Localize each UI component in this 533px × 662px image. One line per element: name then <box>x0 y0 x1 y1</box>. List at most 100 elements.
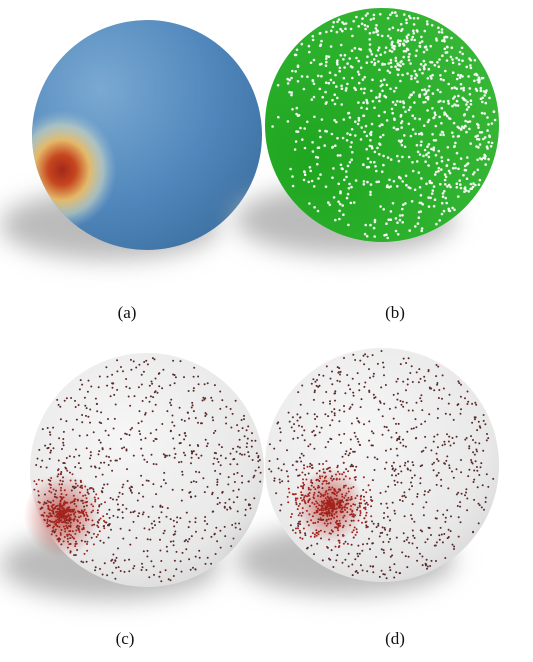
speck <box>390 436 393 439</box>
speck <box>403 464 406 467</box>
speck <box>164 482 167 485</box>
speck <box>354 134 357 137</box>
speck <box>90 503 93 506</box>
speck <box>323 499 326 502</box>
speck <box>366 355 369 358</box>
speck <box>306 495 308 498</box>
speck <box>336 366 339 369</box>
speck <box>372 31 375 34</box>
speck <box>363 75 367 79</box>
speck <box>382 361 384 364</box>
speck <box>404 202 407 205</box>
speck <box>259 480 262 483</box>
speck <box>47 504 50 507</box>
speck <box>317 146 321 149</box>
speck <box>389 537 391 540</box>
speck <box>273 447 276 450</box>
speck <box>328 466 331 469</box>
speck <box>386 506 389 509</box>
speck <box>474 183 477 187</box>
speck <box>236 471 239 474</box>
speck <box>387 485 390 488</box>
speck <box>321 501 324 504</box>
speck <box>318 431 321 434</box>
speck <box>356 506 359 509</box>
speck <box>438 219 442 222</box>
speck <box>46 518 49 521</box>
speck <box>140 438 143 441</box>
speck <box>302 481 305 484</box>
speck <box>128 387 131 390</box>
speck <box>100 503 103 505</box>
speck <box>236 445 239 448</box>
speck <box>437 460 440 462</box>
speck <box>279 431 282 434</box>
speck <box>466 403 469 405</box>
speck <box>377 46 381 49</box>
speck <box>335 30 339 34</box>
speck <box>65 457 68 459</box>
speck <box>392 467 394 470</box>
speck <box>427 369 430 371</box>
speck <box>80 485 83 487</box>
speck <box>79 479 82 482</box>
speck <box>350 498 353 500</box>
speck <box>466 497 469 500</box>
speck <box>238 438 241 441</box>
speck <box>339 522 341 525</box>
speck <box>382 163 385 167</box>
speck <box>76 484 79 487</box>
speck <box>74 479 77 482</box>
speck <box>167 578 170 581</box>
speck <box>221 490 224 493</box>
speck <box>372 13 376 17</box>
speck <box>331 176 334 179</box>
speck <box>101 491 104 494</box>
speck <box>426 567 428 570</box>
speck <box>344 540 347 543</box>
speck <box>347 490 350 493</box>
speck <box>383 573 386 576</box>
speck <box>396 41 400 44</box>
speck <box>210 535 213 538</box>
speck <box>462 86 466 90</box>
speck <box>343 484 346 487</box>
speck <box>257 460 260 463</box>
speck <box>62 525 65 528</box>
speck <box>396 154 399 158</box>
speck <box>391 100 395 104</box>
speck <box>330 410 333 413</box>
speck <box>372 58 376 61</box>
speck <box>320 39 323 43</box>
speck <box>179 517 182 520</box>
speck <box>435 541 438 544</box>
speck <box>247 480 250 483</box>
speck <box>68 543 71 546</box>
speck <box>341 136 345 140</box>
speck <box>406 383 409 386</box>
speck <box>411 128 415 131</box>
speck <box>398 435 401 438</box>
speck <box>347 111 351 115</box>
speck <box>188 538 191 540</box>
speck <box>413 520 416 523</box>
speck <box>476 134 480 137</box>
speck <box>85 497 88 500</box>
speck <box>49 501 52 504</box>
speck <box>89 451 92 454</box>
speck <box>197 375 200 378</box>
speck <box>351 377 354 380</box>
speck <box>354 503 356 506</box>
speck <box>343 357 345 359</box>
speck <box>228 498 231 501</box>
speck <box>64 511 67 513</box>
speck <box>315 529 318 532</box>
speck <box>420 450 423 453</box>
speck <box>224 416 227 419</box>
speck <box>76 498 79 501</box>
speck <box>406 566 409 569</box>
speck <box>138 363 141 366</box>
speck <box>162 479 165 481</box>
speck <box>316 531 319 534</box>
speck <box>291 464 294 467</box>
